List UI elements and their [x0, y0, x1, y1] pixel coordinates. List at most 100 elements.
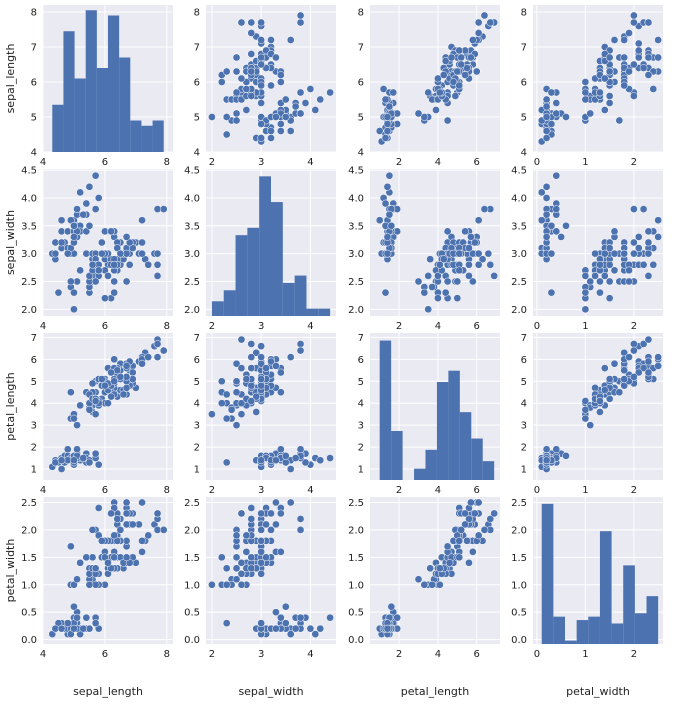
- scatter-point: [620, 249, 629, 258]
- histogram-bar: [96, 68, 108, 152]
- scatter-point: [596, 408, 604, 416]
- histogram-bar: [565, 640, 577, 644]
- panel-petal_length-vs-sepal_length: [42, 333, 173, 480]
- scatter-point: [414, 277, 423, 286]
- y-tick-label: 2.0: [511, 525, 527, 536]
- scatter-point: [600, 74, 609, 83]
- x-tick-label: 2: [209, 321, 215, 332]
- scatter-point: [79, 624, 88, 633]
- scatter-point: [138, 359, 146, 368]
- histogram-bar: [646, 596, 659, 644]
- y-tick-label: 6: [194, 78, 200, 89]
- scatter-point: [272, 624, 280, 633]
- y-tick-label: 8: [521, 8, 527, 19]
- histogram-bar: [576, 620, 589, 644]
- scatter-point: [630, 92, 638, 100]
- y-tick-label: 2.5: [511, 277, 527, 288]
- y-tick-label: 0.5: [348, 608, 364, 619]
- scatter-point: [634, 46, 643, 55]
- scatter-point: [247, 29, 256, 37]
- scatter-point: [434, 294, 442, 303]
- scatter-point: [552, 171, 561, 180]
- scatter-point: [76, 188, 84, 197]
- histogram-bar: [553, 616, 566, 644]
- scatter-point: [455, 537, 464, 545]
- scatter-point: [262, 553, 270, 562]
- scatter-point: [122, 498, 131, 507]
- y-tick-label: 8: [31, 8, 37, 19]
- scatter-point: [644, 272, 653, 280]
- y-tick-label: 1.0: [184, 580, 200, 591]
- scatter-point: [639, 340, 648, 348]
- scatter-point: [630, 238, 638, 247]
- scatter-point: [306, 85, 315, 93]
- scatter-point: [455, 553, 464, 562]
- y-tick-label: 4.5: [21, 166, 37, 177]
- y-tick-label: 2.5: [21, 277, 37, 288]
- scatter-point: [547, 120, 556, 128]
- histogram-bar: [379, 340, 392, 480]
- scatter-point: [581, 272, 590, 280]
- histogram-bar: [119, 57, 131, 152]
- scatter-point: [596, 260, 604, 269]
- scatter-point: [76, 266, 84, 275]
- scatter-point: [605, 244, 614, 252]
- scatter-point: [267, 526, 275, 534]
- scatter-point: [237, 18, 246, 27]
- x-tick-label: 4: [435, 157, 441, 168]
- scatter-point: [441, 57, 450, 65]
- scatter-point: [286, 127, 295, 135]
- y-tick-label: 4.0: [184, 193, 200, 204]
- scatter-point: [267, 357, 275, 366]
- x-tick-label: 1: [582, 157, 588, 168]
- scatter-point: [267, 127, 275, 135]
- scatter-point: [57, 465, 66, 473]
- scatter-point: [262, 520, 270, 529]
- y-tick-label: 4: [194, 148, 200, 159]
- scatter-point: [542, 127, 551, 135]
- scatter-point: [639, 205, 648, 213]
- scatter-point: [439, 255, 448, 264]
- scatter-point: [101, 381, 109, 390]
- scatter-point: [436, 260, 444, 269]
- scatter-point: [291, 624, 300, 633]
- scatter-point: [237, 335, 246, 344]
- scatter-point: [379, 85, 388, 93]
- scatter-point: [94, 194, 103, 202]
- scatter-point: [217, 377, 226, 386]
- y-tick-label: 6: [194, 355, 200, 366]
- scatter-point: [63, 249, 72, 258]
- y-tick-label: 2.5: [511, 498, 527, 509]
- x-tick-label: 6: [102, 649, 108, 660]
- scatter-point: [222, 580, 231, 589]
- scatter-point: [581, 88, 590, 97]
- scatter-point: [232, 88, 241, 97]
- scatter-point: [138, 537, 146, 545]
- scatter-point: [257, 134, 266, 142]
- scatter-point: [424, 88, 433, 97]
- scatter-point: [247, 92, 256, 100]
- scatter-point: [600, 364, 609, 372]
- scatter-point: [237, 558, 246, 567]
- scatter-point: [272, 113, 280, 121]
- scatter-point: [57, 238, 66, 247]
- scatter-point: [237, 580, 246, 589]
- histogram-bar: [235, 235, 248, 316]
- panel-petal_width-vs-sepal_width: [206, 497, 336, 644]
- y-tick-label: 4.5: [511, 166, 527, 177]
- scatter-point: [439, 71, 448, 79]
- x-tick-label: 0: [534, 321, 540, 332]
- scatter-point: [644, 53, 653, 62]
- scatter-point: [267, 36, 275, 44]
- scatter-point: [381, 199, 390, 208]
- panel-petal_width-vs-sepal_length: [42, 497, 173, 644]
- scatter-point: [57, 624, 66, 633]
- x-tick-label: 2: [396, 485, 402, 496]
- scatter-point: [542, 182, 551, 191]
- scatter-point: [272, 456, 280, 465]
- scatter-point: [467, 498, 475, 507]
- scatter-point: [138, 249, 146, 258]
- scatter-point: [547, 288, 556, 297]
- scatter-point: [474, 260, 483, 269]
- scatter-point: [581, 414, 590, 423]
